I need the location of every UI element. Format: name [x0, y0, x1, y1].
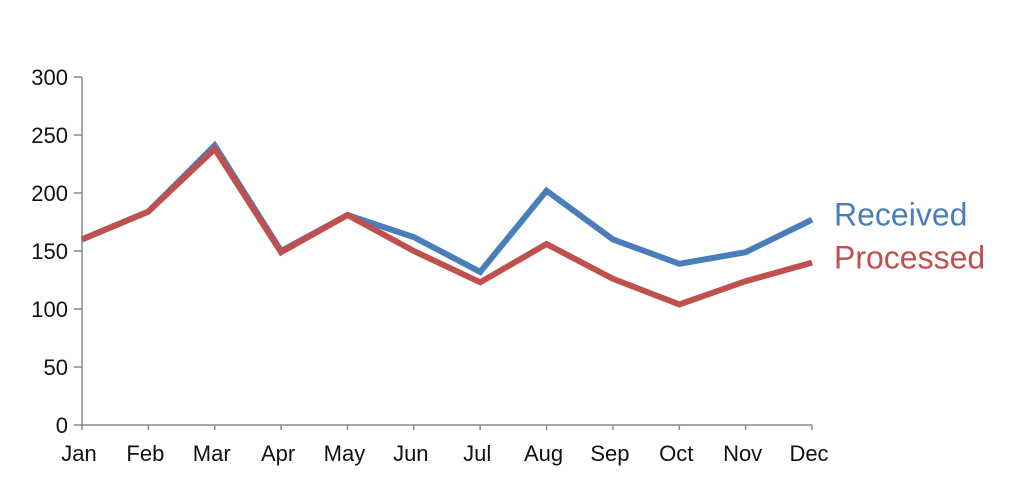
y-tick-label: 150 — [31, 239, 68, 264]
y-tick-label: 100 — [31, 297, 68, 322]
axes: 0 50 100 150 200 250 300 Jan Feb Mar Apr May Jun Jul A… — [31, 65, 828, 466]
x-tick-label: Apr — [261, 441, 295, 466]
series-label-processed: Processed — [834, 240, 985, 276]
x-tick-label: Feb — [126, 441, 164, 466]
x-tick-label: Jun — [393, 441, 428, 466]
x-tick-label: Nov — [723, 441, 762, 466]
x-tick-label: May — [324, 441, 366, 466]
y-tick-label: 300 — [31, 65, 68, 90]
y-tick-label: 0 — [56, 413, 68, 438]
series-label-received: Received — [834, 197, 967, 233]
x-tick-label: Oct — [659, 441, 693, 466]
y-tick-label: 200 — [31, 181, 68, 206]
x-tick-label: Sep — [590, 441, 629, 466]
series-lines — [80, 140, 814, 308]
series-line-received — [80, 140, 814, 276]
y-tick-label: 250 — [31, 123, 68, 148]
y-tick-label: 50 — [44, 355, 68, 380]
series-labels: Received Processed — [834, 197, 985, 276]
x-tick-label: Jul — [463, 441, 491, 466]
x-tick-label: Jan — [61, 441, 96, 466]
x-tick-label: Aug — [524, 441, 563, 466]
x-tick-label: Dec — [789, 441, 828, 466]
x-tick-label: Mar — [193, 441, 231, 466]
series-line-processed — [80, 144, 813, 308]
